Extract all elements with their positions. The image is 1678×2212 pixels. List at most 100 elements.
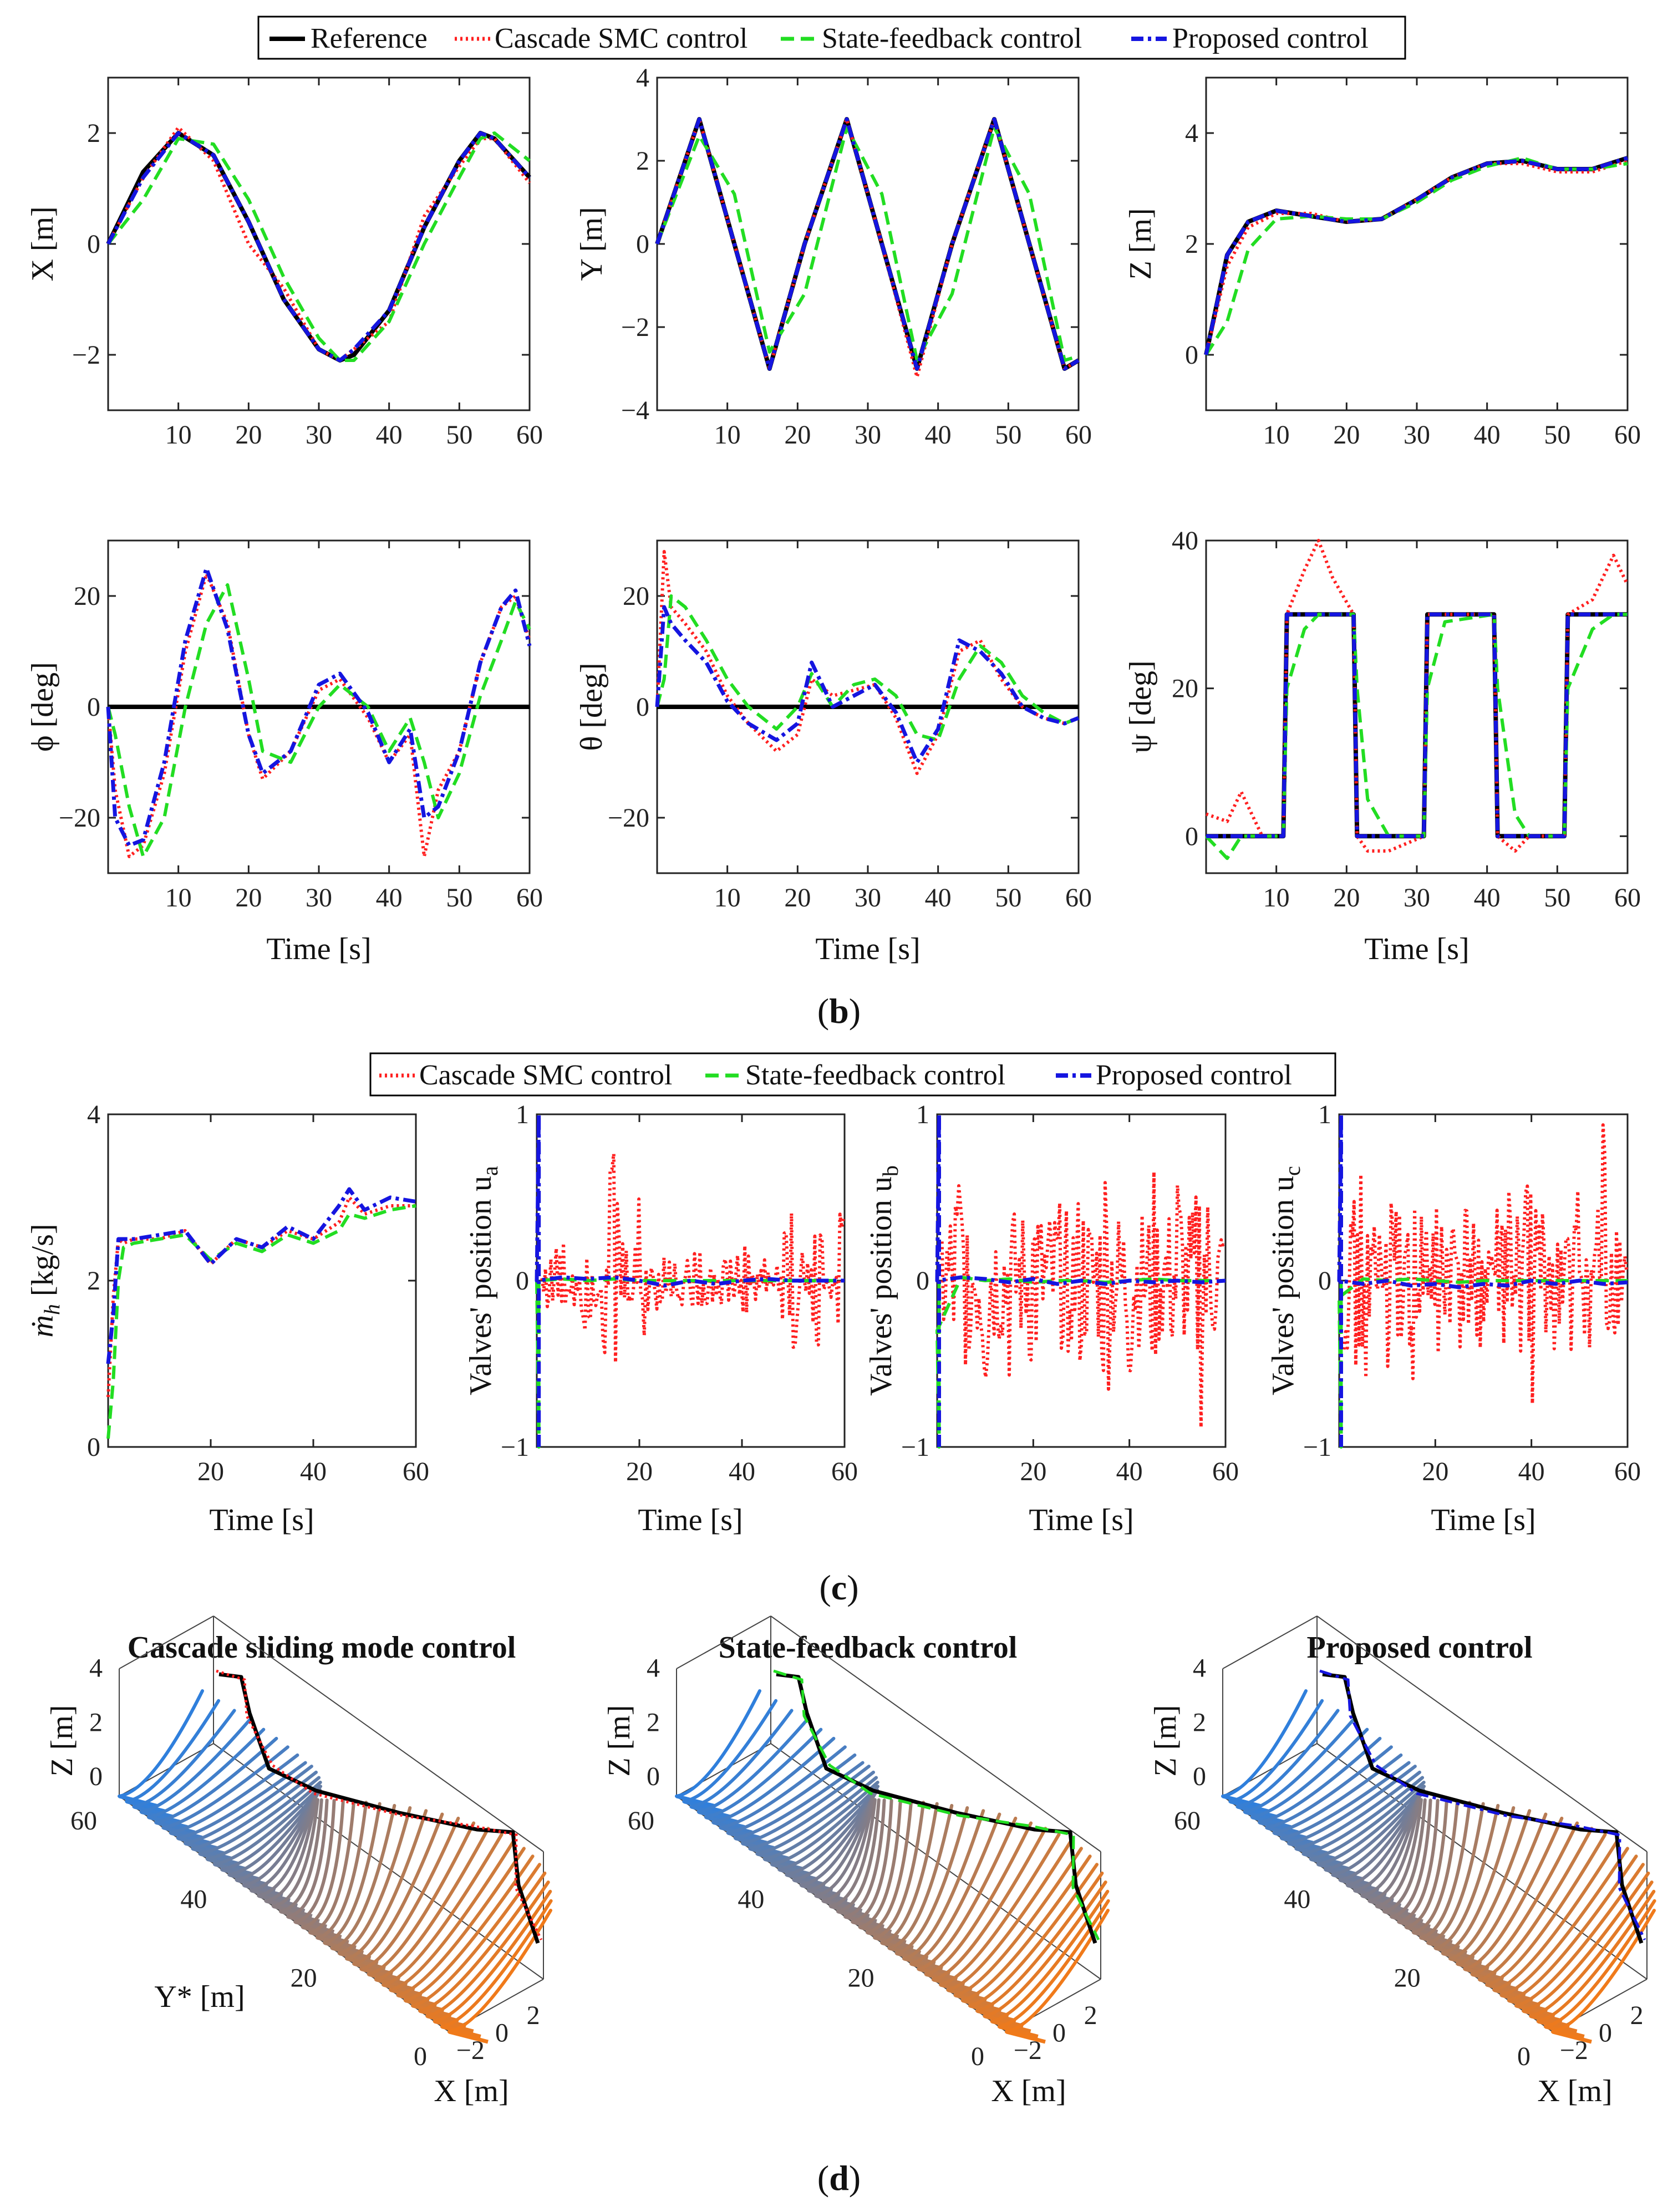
traj-surface-curve — [917, 1816, 1018, 1971]
panel-x: X [m] 10 20 30 40 50 60 −2 0 2 — [26, 77, 543, 450]
traj-surface-curve — [1499, 1847, 1629, 1997]
traj-floor-ribbon — [676, 1794, 716, 1808]
panel-y-ticks: 10 20 30 40 50 60 −4 −2 0 2 4 — [621, 63, 1092, 450]
traj-surface-curve — [235, 1793, 319, 1882]
traj-floor-ribbon — [911, 1961, 950, 1976]
panel-mdot-ticks: 20 40 60 0 2 4 — [87, 1100, 429, 1486]
traj-floor-ribbon — [1471, 1972, 1512, 1986]
panel-z-xtick-label: 20 — [1333, 420, 1360, 450]
series-y-proposed-control — [655, 117, 1080, 371]
traj-floor-ribbon — [353, 1961, 393, 1976]
traj-box-edge — [770, 1615, 1101, 1852]
panel-y-xtick-label: 60 — [1065, 420, 1092, 450]
panel-y-ytick-label: −4 — [621, 396, 649, 425]
panel-ua-ytick-label: 1 — [516, 1100, 529, 1129]
traj-surface-curve — [719, 1745, 847, 1829]
panel-phi-xtick-label: 10 — [165, 883, 192, 913]
traj-surface-curve — [836, 1798, 881, 1913]
traj-floor-ribbon — [903, 1956, 943, 1971]
traj-surface-curve — [865, 1800, 913, 1934]
series-ua-proposed-control — [535, 1112, 845, 1447]
traj-surface-curve — [939, 1833, 1061, 1986]
traj-surface-curve — [807, 1796, 874, 1892]
traj-floor-ribbon — [1252, 1815, 1291, 1829]
traj-surface-curve — [154, 1736, 278, 1824]
traj-surface-curve — [1279, 1761, 1411, 1840]
panel-psi-ytick-label: 20 — [1172, 674, 1198, 704]
traj-floor-ribbon — [1427, 1941, 1468, 1955]
traj-ztick-label: 2 — [89, 1708, 103, 1737]
traj-surface-curve — [396, 1847, 526, 1997]
panel-uc-ticks: 20 40 60 −1 0 1 — [1303, 1100, 1641, 1486]
traj-floor-ribbon — [162, 1826, 203, 1840]
ub-subscript: b — [878, 1165, 903, 1176]
panel-ua-xtick-label: 60 — [831, 1457, 858, 1486]
panel-psi-xtick-label: 30 — [1404, 883, 1430, 913]
traj-surface-curve — [1411, 1800, 1460, 1934]
traj-floor-ribbon — [1516, 2004, 1555, 2018]
traj-floor-ribbon — [375, 1977, 415, 1991]
panel-y-xtick-label: 10 — [714, 420, 741, 450]
traj-floor-ribbon — [698, 1810, 738, 1824]
traj-floor-ribbon — [133, 1805, 174, 1819]
traj-floor-ribbon — [368, 1972, 408, 1986]
panel-ub-xtick-label: 60 — [1212, 1457, 1239, 1486]
panel-y-xtick-label: 20 — [784, 420, 811, 450]
traj-ytick-label: 40 — [1284, 1885, 1310, 1914]
mdot-symbol: ṁ — [26, 1315, 60, 1337]
traj-floor-ribbon — [896, 1951, 936, 1965]
traj-floor-ribbon — [1332, 1873, 1372, 1887]
panel-psi-ylabel: ψ [deg] — [1123, 660, 1158, 753]
traj-floor-ribbon — [170, 1831, 210, 1845]
traj-floor-ribbon — [808, 1888, 848, 1903]
traj-floor-ribbon — [236, 1878, 276, 1892]
series-ua-cascade-smc-control — [540, 1152, 846, 1364]
traj-floor-ribbon — [1376, 1904, 1416, 1918]
traj-surface-curve — [1265, 1745, 1393, 1829]
traj-surface-curve — [1390, 1798, 1432, 1919]
legend-middle: Cascade SMC control State-feedback contr… — [369, 1052, 1336, 1097]
panel-z-xtick-label: 50 — [1544, 420, 1570, 450]
traj-surface-curve — [704, 1727, 823, 1819]
legend-top-frame — [257, 16, 1406, 60]
traj-surface-curve — [960, 1854, 1092, 2002]
traj-surface-curve — [1258, 1736, 1382, 1824]
traj-surface-curve — [323, 1802, 382, 1945]
traj-surface-curve — [316, 1801, 368, 1939]
traj-floor-ribbon — [1325, 1867, 1365, 1882]
panel-x-xtick-label: 30 — [306, 420, 332, 450]
traj-xlabel: X [m] — [1537, 2074, 1612, 2108]
panel-z-ytick-label: 0 — [1185, 340, 1198, 370]
panel-psi-ticks: 10 20 30 40 50 60 0 20 40 — [1172, 526, 1641, 913]
traj-surface-curve — [1309, 1781, 1426, 1861]
panel-y: Y [m] 10 20 30 40 50 60 −4 −2 0 2 4 — [574, 63, 1092, 450]
traj-floor-ribbon — [1295, 1847, 1336, 1861]
traj-box-edge — [1316, 1743, 1648, 1980]
traj-surface-curve — [374, 1827, 490, 1981]
panel-psi-xtick-label: 60 — [1614, 883, 1641, 913]
series-uc-cascade-smc-control — [1342, 1123, 1629, 1405]
traj-floor-ribbon — [140, 1810, 181, 1824]
traj-floor-ribbon — [412, 2004, 452, 2018]
traj-surface-curve — [785, 1791, 878, 1877]
traj-floor-ribbon — [830, 1904, 870, 1918]
traj-floor-ribbon — [940, 1982, 980, 1997]
panel-z-xtick-label: 10 — [1263, 420, 1290, 450]
panel-psi-xlabel: Time [s] — [1364, 932, 1469, 966]
panel-psi-series — [1204, 539, 1629, 860]
traj-surface-curve — [1397, 1798, 1440, 1924]
panel-psi: ψ [deg] Time [s] 10 20 30 40 50 60 0 20 40 — [1123, 526, 1641, 966]
traj-floor-ribbon — [317, 1935, 357, 1950]
traj-surface-curve — [205, 1781, 322, 1861]
traj-surface-curve — [198, 1776, 321, 1856]
traj-floor-ribbon — [756, 1852, 797, 1866]
traj-surface-curve — [301, 1799, 345, 1929]
traj-floor-ribbon — [214, 1862, 254, 1877]
traj-ytick-label: 0 — [414, 2042, 427, 2071]
traj-floor-ribbon — [309, 1930, 349, 1944]
caption-d-letter: d — [829, 2158, 849, 2198]
traj-surface-curve — [909, 1812, 1001, 1966]
traj-floor-ribbon — [918, 1967, 958, 1981]
traj-floor-ribbon — [690, 1805, 731, 1819]
